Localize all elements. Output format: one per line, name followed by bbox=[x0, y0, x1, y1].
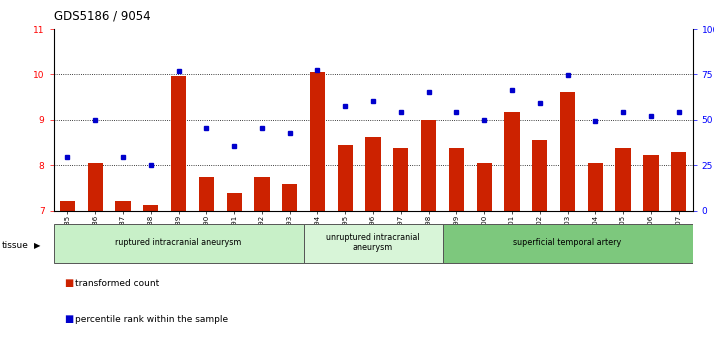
Bar bbox=[116, 200, 131, 211]
Bar bbox=[338, 145, 353, 211]
Text: unruptured intracranial
aneurysm: unruptured intracranial aneurysm bbox=[326, 233, 420, 252]
Bar bbox=[88, 163, 103, 211]
Text: ■: ■ bbox=[64, 314, 74, 325]
Bar bbox=[226, 193, 242, 211]
Bar bbox=[421, 120, 436, 211]
Bar bbox=[198, 176, 214, 211]
Bar bbox=[643, 155, 658, 211]
Bar bbox=[615, 148, 630, 211]
FancyBboxPatch shape bbox=[303, 224, 443, 263]
Bar bbox=[310, 72, 325, 211]
Bar bbox=[254, 176, 270, 211]
Text: ▶: ▶ bbox=[34, 241, 41, 249]
Bar bbox=[171, 76, 186, 211]
FancyBboxPatch shape bbox=[443, 224, 693, 263]
Text: ruptured intracranial aneurysm: ruptured intracranial aneurysm bbox=[116, 238, 242, 247]
Bar bbox=[449, 148, 464, 211]
Text: tissue: tissue bbox=[1, 241, 29, 249]
Bar bbox=[671, 151, 686, 211]
Text: superficial temporal artery: superficial temporal artery bbox=[513, 238, 622, 247]
Bar bbox=[366, 137, 381, 211]
Bar bbox=[560, 92, 575, 211]
Bar bbox=[476, 163, 492, 211]
Bar bbox=[588, 163, 603, 211]
FancyBboxPatch shape bbox=[54, 224, 303, 263]
Bar bbox=[143, 205, 159, 211]
Bar bbox=[282, 184, 297, 211]
Bar bbox=[532, 140, 548, 211]
Bar bbox=[393, 148, 408, 211]
Text: percentile rank within the sample: percentile rank within the sample bbox=[75, 315, 228, 324]
Text: transformed count: transformed count bbox=[75, 279, 159, 287]
Bar bbox=[504, 112, 520, 211]
Text: ■: ■ bbox=[64, 278, 74, 288]
Text: GDS5186 / 9054: GDS5186 / 9054 bbox=[54, 9, 150, 22]
Bar bbox=[60, 200, 75, 211]
